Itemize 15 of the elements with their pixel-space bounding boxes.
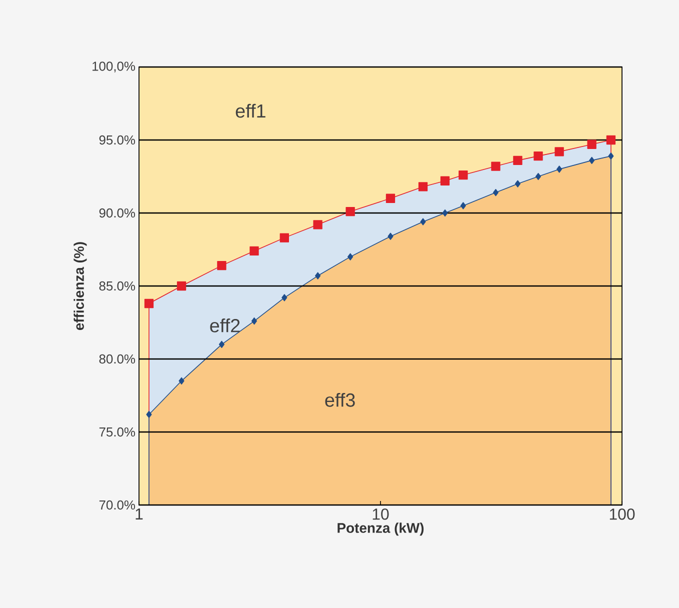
y-tick-label: 85.0% — [99, 281, 136, 291]
y-tick-label: 75.0% — [99, 427, 136, 437]
y-tick-label: 95.0% — [99, 135, 136, 145]
y-tick-label: 90.0% — [99, 208, 136, 218]
y-tick-label: 70.0% — [99, 500, 136, 510]
y-tick-label: 80.0% — [99, 354, 136, 364]
annotation: eff2 — [210, 318, 240, 332]
x-tick-label: 10 — [372, 508, 389, 520]
x-tick-label: 100 — [610, 508, 635, 520]
annotation: eff3 — [325, 392, 355, 407]
y-axis-title: efficienza (%) — [74, 242, 87, 330]
annotation: eff1 — [236, 104, 266, 118]
x-axis-title: Potenza (kW) — [338, 522, 424, 536]
y-tick-label: 100,0% — [92, 62, 136, 72]
x-tick-label: 1 — [136, 508, 143, 520]
